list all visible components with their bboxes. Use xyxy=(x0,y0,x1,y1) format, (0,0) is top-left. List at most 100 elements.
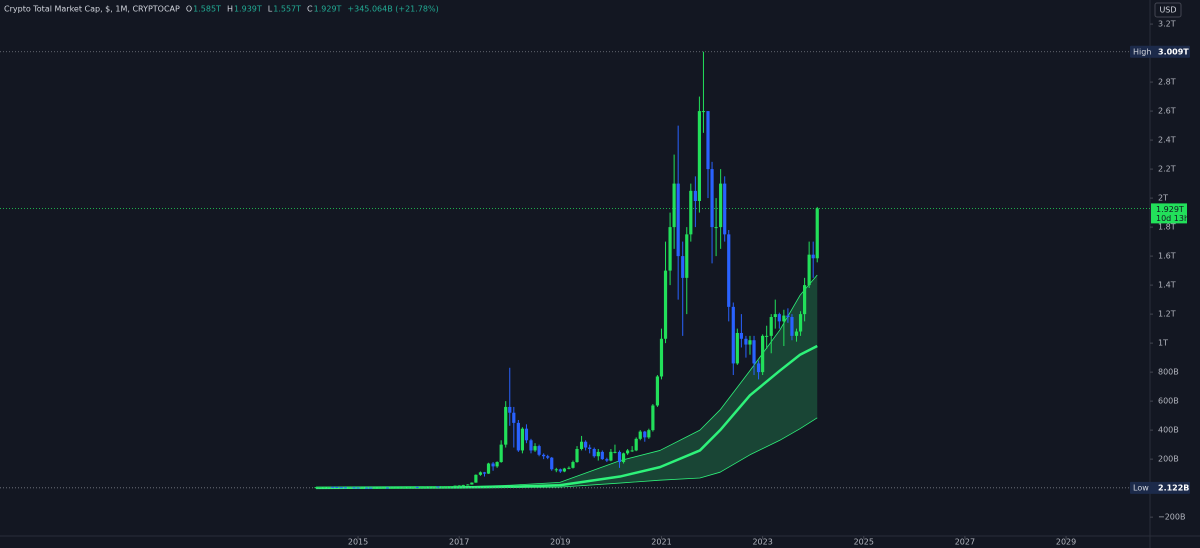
x-tick-label: 2019 xyxy=(550,538,570,547)
candle-body xyxy=(495,462,499,467)
candle-body xyxy=(706,111,710,170)
candle-body xyxy=(508,406,512,413)
candle-body xyxy=(436,486,440,488)
low-name: Low xyxy=(1133,483,1149,492)
candle-body xyxy=(731,306,735,364)
candle-body xyxy=(402,487,407,489)
candle-body xyxy=(461,484,465,486)
candle-body xyxy=(554,469,558,471)
price-countdown: 10d 13h xyxy=(1156,214,1189,223)
y-tick-label: 1T xyxy=(1158,339,1168,348)
candle-body xyxy=(693,190,697,201)
candle-body xyxy=(794,331,799,336)
candle-body xyxy=(701,111,706,113)
candle-body xyxy=(390,487,394,489)
y-tick-label: 800B xyxy=(1158,368,1179,377)
candle-body xyxy=(802,285,807,315)
candle-body xyxy=(457,485,461,487)
candle-body xyxy=(651,405,655,431)
candle-body xyxy=(486,463,491,474)
candle-body xyxy=(609,451,613,461)
candle-body xyxy=(655,376,660,406)
candle-body xyxy=(466,484,470,486)
y-tick-label: −200B xyxy=(1158,513,1185,522)
candle-body xyxy=(398,487,402,489)
candle-body xyxy=(360,487,364,489)
candle-body xyxy=(444,486,449,488)
y-tick-label: 1.6T xyxy=(1158,252,1176,261)
candle-body xyxy=(352,487,356,489)
x-tick-label: 2023 xyxy=(752,538,772,547)
candle-body xyxy=(584,441,588,448)
candle-body xyxy=(343,487,348,489)
ohlc-value: 1.585T xyxy=(193,5,221,14)
candle-body xyxy=(807,254,811,286)
candle-body xyxy=(761,335,765,373)
candle-body xyxy=(546,456,550,458)
candle-body xyxy=(756,363,761,373)
candle-body xyxy=(748,340,752,345)
candle-body xyxy=(592,448,596,457)
candle-body xyxy=(773,314,777,318)
candle-body xyxy=(625,450,630,454)
y-tick-label: 2T xyxy=(1158,194,1168,203)
candle-body xyxy=(423,486,427,488)
candle-body xyxy=(815,208,819,259)
candle-body xyxy=(322,486,326,488)
candle-body xyxy=(491,463,495,467)
price-label: 1.929T xyxy=(1156,205,1184,214)
y-tick-label: 1.8T xyxy=(1158,223,1176,232)
candle-body xyxy=(643,431,647,438)
candle-body xyxy=(710,169,714,228)
candle-body xyxy=(550,457,554,470)
candle-body xyxy=(516,422,520,451)
candle-body xyxy=(672,183,676,228)
candle-body xyxy=(419,486,423,488)
candle-body xyxy=(520,428,525,451)
candle-body xyxy=(634,438,638,451)
candle-body xyxy=(811,254,815,259)
candle-body xyxy=(504,406,508,445)
candle-body xyxy=(571,462,575,468)
ohlc-value: 1.939T xyxy=(234,5,262,14)
price-badge xyxy=(1151,203,1187,224)
candle-body xyxy=(474,474,478,483)
candle-body xyxy=(562,468,566,472)
candle-body xyxy=(482,472,487,474)
candle-body xyxy=(377,487,381,489)
y-tick-label: 200B xyxy=(1158,455,1179,464)
y-tick-label: 400B xyxy=(1158,426,1179,435)
x-tick-label: 2029 xyxy=(1056,538,1076,547)
candle-body xyxy=(524,428,529,441)
x-tick-label: 2027 xyxy=(955,538,975,547)
candle-body xyxy=(588,447,592,449)
candle-body xyxy=(448,486,453,488)
candle-body xyxy=(777,314,781,322)
low-value: 2.122B xyxy=(1158,483,1189,492)
candle-body xyxy=(735,332,739,364)
ohlc-value: 1.557T xyxy=(273,5,301,14)
candle-body xyxy=(533,446,537,451)
candle-body xyxy=(752,340,756,364)
ohlc-key: O xyxy=(186,5,192,14)
candle-body xyxy=(638,431,642,439)
change: +345.064B (+21.78%) xyxy=(347,5,438,14)
y-tick-label: 2.4T xyxy=(1158,136,1176,145)
candle-body xyxy=(567,467,571,469)
high-badge xyxy=(1130,45,1190,58)
candle-body xyxy=(782,315,786,322)
candle-body xyxy=(407,487,411,489)
ohlc-value: 1.929T xyxy=(314,5,342,14)
currency[interactable]: USD xyxy=(1159,6,1176,15)
candle-body xyxy=(744,338,748,345)
band-upper xyxy=(316,274,818,489)
y-tick-label: 1.2T xyxy=(1158,310,1176,319)
candle-body xyxy=(440,486,445,488)
candle-body xyxy=(685,234,689,278)
candle-body xyxy=(478,472,483,475)
candle-body xyxy=(714,227,718,229)
candle-body xyxy=(647,430,651,438)
currency-button[interactable] xyxy=(1154,2,1182,18)
y-tick-label: 2.6T xyxy=(1158,107,1176,116)
